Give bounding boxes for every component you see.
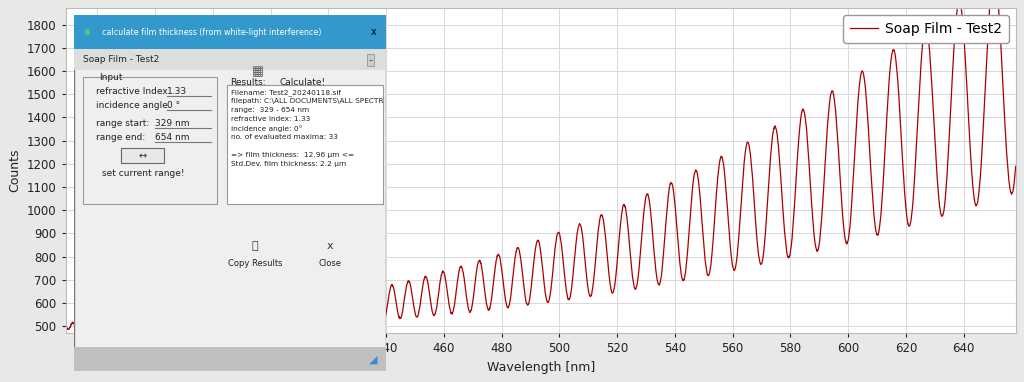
Text: incidence angle: incidence angle	[95, 101, 168, 110]
Legend: Soap Film - Test2: Soap Film - Test2	[843, 15, 1009, 43]
Text: ▦: ▦	[252, 66, 263, 79]
Text: x: x	[371, 28, 377, 37]
Text: x: x	[327, 241, 333, 251]
FancyBboxPatch shape	[83, 78, 217, 204]
Text: ▣: ▣	[83, 29, 90, 35]
Bar	[74, 15, 386, 49]
Text: ⧉: ⧉	[252, 241, 258, 251]
Text: range start:: range start:	[95, 119, 148, 128]
Text: 654 nm: 654 nm	[155, 133, 189, 142]
Text: Soap Film - Test2: Soap Film - Test2	[83, 55, 160, 64]
Text: 329 nm: 329 nm	[155, 119, 189, 128]
Bar	[74, 49, 386, 70]
Text: ◢: ◢	[370, 355, 378, 365]
Text: refractive Index: refractive Index	[95, 87, 167, 96]
Soap Film - Test2	[933, 202, 945, 207]
Text: Results:: Results:	[229, 78, 265, 87]
Soap Film - Test2	[71, 328, 83, 332]
Text: set current range!: set current range!	[101, 169, 184, 178]
Text: Filename: Test2_20240118.sif
filepath: C:\ALL DOCUMENTS\ALL SPECTR
range:  329 -: Filename: Test2_20240118.sif filepath: C…	[231, 89, 384, 167]
FancyBboxPatch shape	[226, 84, 383, 204]
Soap Film - Test2	[981, 56, 993, 61]
FancyBboxPatch shape	[74, 15, 386, 371]
Text: Input: Input	[98, 73, 122, 82]
Text: -: -	[369, 55, 373, 65]
Text: Calculate!: Calculate!	[280, 78, 326, 87]
Text: ↔: ↔	[138, 151, 146, 161]
Text: range end:: range end:	[95, 133, 144, 142]
Text: 1.33: 1.33	[167, 87, 187, 96]
Line: Soap Film - Test2: Soap Film - Test2	[66, 0, 1016, 330]
Text: Copy Results: Copy Results	[227, 259, 283, 269]
Soap Film - Test2	[750, 225, 762, 229]
Soap Film - Test2	[1010, 164, 1022, 168]
Y-axis label: Counts: Counts	[8, 149, 22, 193]
Soap Film - Test2	[459, 283, 471, 288]
Soap Film - Test2	[467, 300, 479, 305]
Bar	[74, 348, 386, 371]
Text: 0 °: 0 °	[167, 101, 180, 110]
FancyBboxPatch shape	[121, 148, 164, 163]
Soap Film - Test2	[511, 246, 523, 250]
Soap Film - Test2	[59, 322, 72, 327]
X-axis label: Wavelength [nm]: Wavelength [nm]	[486, 361, 595, 374]
Text: Close: Close	[318, 259, 341, 269]
Text: calculate film thickness (from white-light interference): calculate film thickness (from white-lig…	[101, 28, 322, 37]
